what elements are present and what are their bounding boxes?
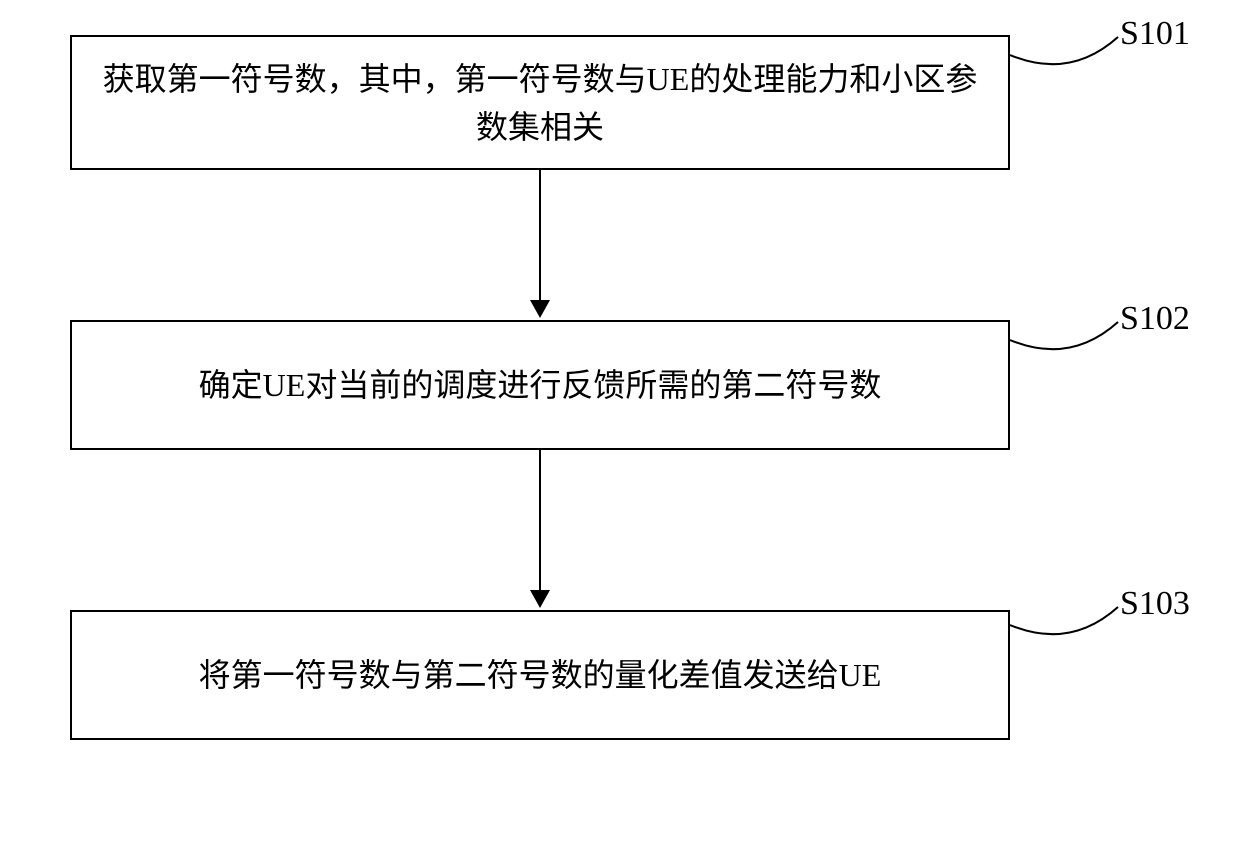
step-text-s101: 获取第一符号数，其中，第一符号数与UE的处理能力和小区参数集相关 — [92, 55, 988, 151]
step-box-s103: 将第一符号数与第二符号数的量化差值发送给UE — [70, 610, 1010, 740]
step-text-s103: 将第一符号数与第二符号数的量化差值发送给UE — [199, 651, 882, 699]
step-box-s101: 获取第一符号数，其中，第一符号数与UE的处理能力和小区参数集相关 — [70, 35, 1010, 170]
step-label-s101: S101 — [1120, 15, 1190, 53]
step-box-s102: 确定UE对当前的调度进行反馈所需的第二符号数 — [70, 320, 1010, 450]
arrow-2 — [539, 450, 541, 590]
connector-curve-s101 — [1010, 35, 1130, 85]
arrowhead-2 — [530, 590, 550, 608]
step-text-s102: 确定UE对当前的调度进行反馈所需的第二符号数 — [199, 361, 882, 409]
flowchart-container: 获取第一符号数，其中，第一符号数与UE的处理能力和小区参数集相关 S101 确定… — [0, 0, 1240, 846]
arrowhead-1 — [530, 300, 550, 318]
step-label-s103: S103 — [1120, 585, 1190, 623]
connector-curve-s103 — [1010, 605, 1130, 655]
connector-curve-s102 — [1010, 320, 1130, 370]
arrow-1 — [539, 170, 541, 300]
step-label-s102: S102 — [1120, 300, 1190, 338]
